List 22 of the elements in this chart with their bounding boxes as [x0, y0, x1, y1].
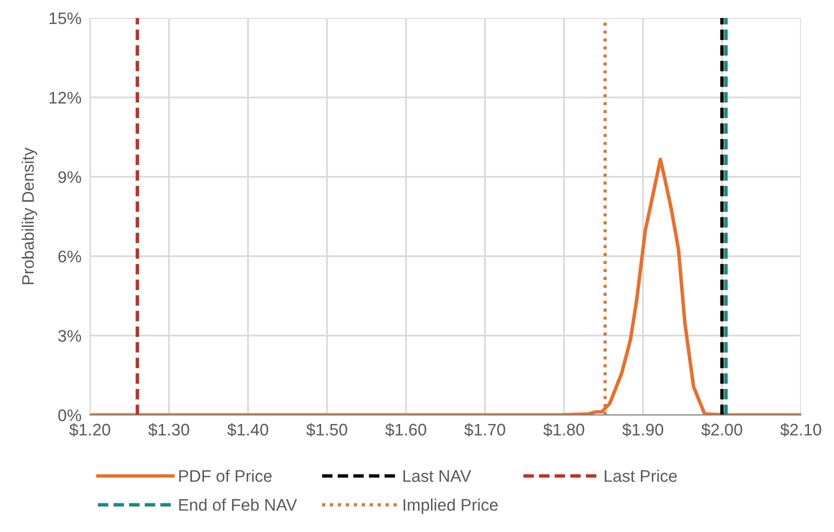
- x-tick-label: $2.00: [701, 423, 742, 437]
- x-tick-label: $1.70: [464, 423, 506, 437]
- y-tick-label: 15%: [50, 12, 82, 24]
- legend-label: End of Feb NAV: [179, 498, 298, 511]
- x-tick-label: $1.60: [385, 423, 426, 437]
- x-tick-label: $1.30: [148, 423, 190, 437]
- y-tick-label: 6%: [58, 250, 82, 262]
- x-tick-label: $1.80: [543, 423, 584, 437]
- x-tick-label: $1.90: [622, 423, 664, 437]
- x-tick-label: $2.10: [780, 423, 822, 437]
- y-tick-label: 12%: [50, 92, 82, 104]
- y-tick-label: 0%: [58, 409, 82, 422]
- y-axis-title: Probability Density: [22, 148, 38, 284]
- legend-label: Last Price: [604, 470, 677, 482]
- x-tick-label: $1.50: [306, 423, 348, 437]
- y-tick-label: 9%: [58, 171, 82, 184]
- x-tick-label: $1.40: [227, 423, 268, 437]
- x-tick-label: $1.20: [69, 423, 110, 437]
- legend-label: Implied Price: [404, 498, 498, 514]
- y-tick-label: 3%: [58, 330, 82, 342]
- legend-label: PDF of Price: [179, 470, 272, 482]
- legend-label: Last NAV: [403, 470, 472, 482]
